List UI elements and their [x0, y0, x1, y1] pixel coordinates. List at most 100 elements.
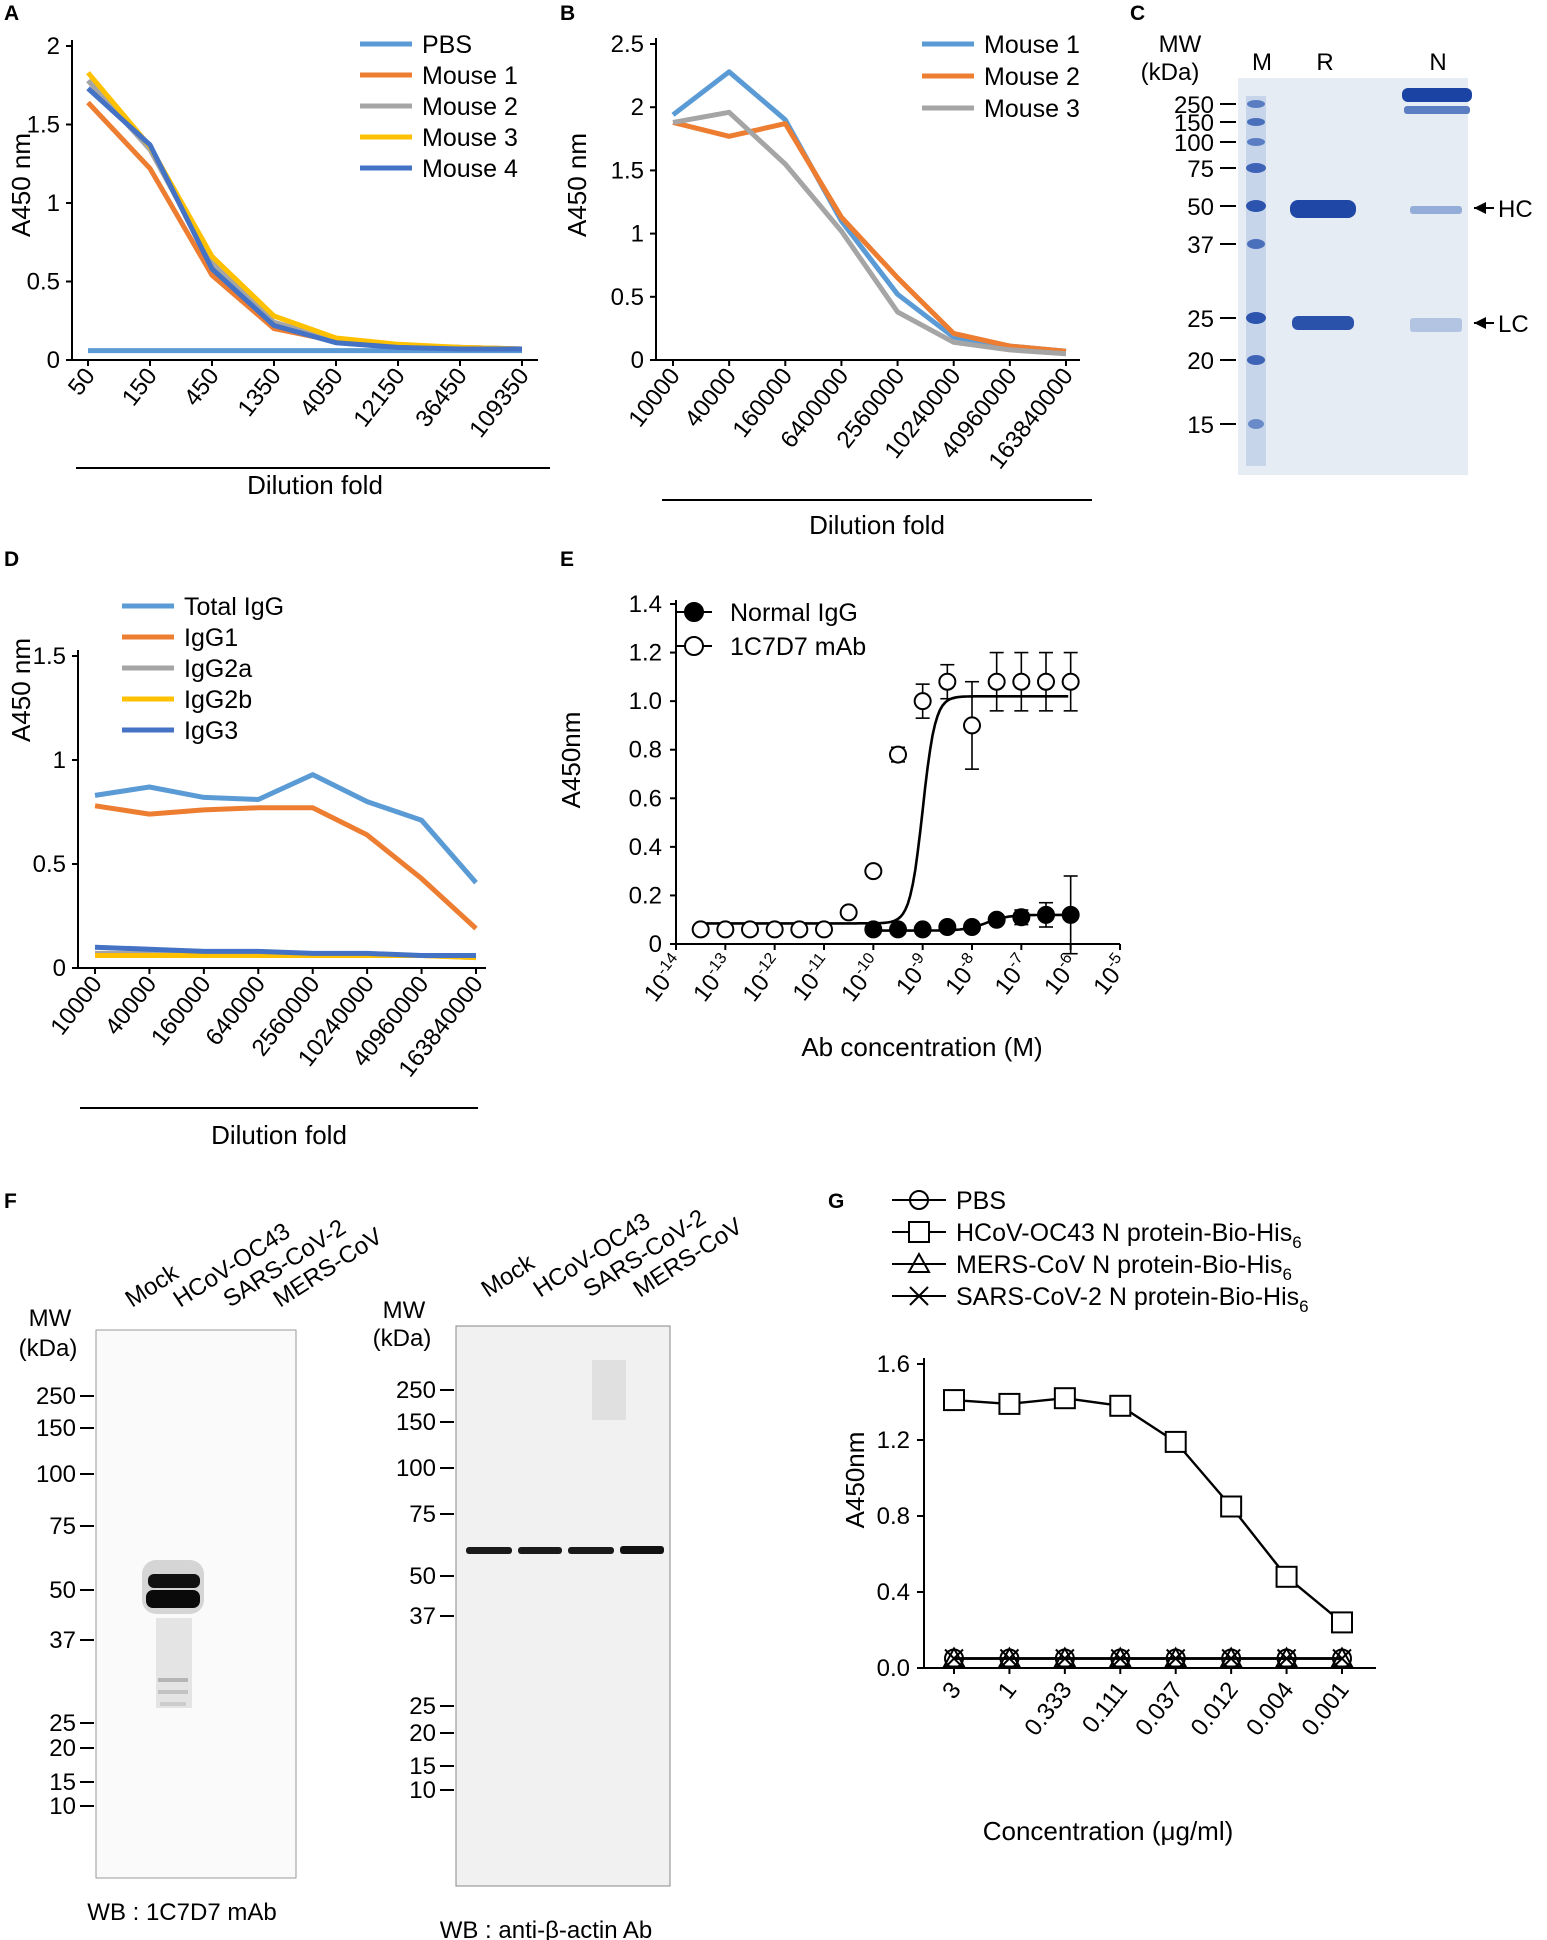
mw-marker-label: 15: [49, 1769, 76, 1796]
x-tick-label: 50: [63, 363, 101, 401]
x-tick-label: 10-13: [687, 950, 741, 1007]
marker-x: [909, 1286, 929, 1306]
panel-d-x-ticks: 1000040000160000640000256000010240000409…: [45, 967, 489, 1082]
x-tick-label: 10-6: [1037, 950, 1085, 1000]
panel-e-xlabel: Ab concentration (M): [801, 1032, 1042, 1062]
data-point: [913, 692, 932, 711]
legend-label: Total IgG: [184, 593, 284, 621]
blot1-minor-band: [158, 1678, 188, 1682]
panel-c-bands: [1246, 88, 1472, 466]
mw-marker-label: 100: [1174, 130, 1214, 157]
panel-c-hc-arrow: HC: [1474, 196, 1533, 223]
data-point: [963, 716, 981, 735]
marker-x: [1221, 1648, 1241, 1669]
x-tick-label: 36450: [410, 363, 472, 432]
ladder-band: [1247, 239, 1265, 249]
panel-e-fit-curves: [700, 695, 1069, 932]
blot1-minor-band: [160, 1702, 186, 1706]
panel-c-lc-label: LC: [1498, 311, 1529, 338]
panel-a-y-ticks: 0 0.5 1 1.5 2: [27, 33, 73, 374]
panel-e-letter: E: [560, 548, 574, 571]
panel-c-hc-band: [1290, 200, 1356, 218]
legend-label: Mouse 3: [422, 124, 518, 152]
panel-c-gel: [1238, 78, 1468, 475]
x-tick-label: 4050: [295, 363, 349, 422]
panel-b: B A450 nm 0 0.5 1 1.5 2 2.5 10000400001600006…: [560, 2, 1092, 540]
data-point: [1061, 905, 1080, 924]
x-tick-label: 1350: [233, 363, 287, 422]
y-tick-label: 0.5: [27, 269, 60, 296]
x-tick-label: 10-10: [835, 950, 889, 1007]
mw-marker-label: 37: [49, 1627, 76, 1654]
panel-f-blot1-mw-unit: (kDa): [19, 1335, 78, 1362]
legend-label: Mouse 2: [422, 93, 518, 121]
panel-c-lane-n: N: [1429, 49, 1446, 76]
mw-marker-label: 10: [409, 1777, 436, 1804]
panel-d-ylabel: A450 nm: [6, 638, 36, 742]
x-tick-label: 12150: [348, 363, 410, 432]
y-tick-label: 0: [631, 347, 644, 374]
y-tick-label: 0.8: [877, 1503, 910, 1530]
y-tick-label: 0: [649, 931, 662, 958]
panel-c-lane-m: M: [1252, 49, 1272, 76]
data-point: [741, 920, 759, 939]
mw-marker-label: 100: [36, 1461, 76, 1488]
x-tick-label: 10-8: [939, 950, 987, 1000]
marker-x: [1332, 1648, 1352, 1669]
legend-label: 1C7D7 mAb: [730, 633, 866, 661]
marker-circle: [909, 1190, 929, 1210]
legend-label: IgG3: [184, 717, 238, 745]
panel-f-blot2-mw-title: MW: [383, 1297, 426, 1324]
data-point: [765, 920, 784, 939]
y-tick-label: 1.6: [877, 1351, 910, 1378]
legend-label: PBS: [422, 31, 472, 59]
panel-f-blot2-caption: WB : anti-β-actin Ab: [440, 1917, 653, 1940]
legend-label: SARS-CoV-2 N protein-Bio-His6: [956, 1283, 1309, 1316]
panel-f-blot1-bands: [142, 1560, 204, 1708]
x-tick-label: 0.111: [1077, 1677, 1133, 1738]
data-point: [716, 920, 735, 939]
data-point: [1037, 672, 1055, 691]
legend-label: Normal IgG: [730, 599, 858, 627]
y-tick-label: 0.5: [611, 284, 644, 311]
x-tick-label: 450: [179, 363, 225, 411]
blot2-actin-band-sars2: [568, 1547, 614, 1554]
blot2-actin-band-mock: [466, 1547, 512, 1554]
y-tick-label: 2.5: [611, 31, 644, 58]
marker-x: [1276, 1648, 1297, 1669]
panel-f-blot2-mw-unit: (kDa): [373, 1325, 432, 1352]
panel-c-ladder-lane: [1246, 96, 1266, 466]
mw-marker-label: 37: [1187, 232, 1214, 259]
x-tick-label: 0.004: [1241, 1677, 1299, 1741]
marker-square: [998, 1392, 1021, 1415]
data-point: [938, 672, 957, 691]
ladder-band: [1247, 138, 1265, 146]
fit-curve-1c7d7: [700, 695, 1069, 925]
x-tick-label: 3: [937, 1677, 967, 1704]
y-tick-label: 0: [53, 955, 66, 982]
legend-label: Mouse 1: [422, 62, 518, 90]
y-tick-label: 0.6: [629, 785, 662, 812]
data-point: [987, 672, 1006, 691]
x-tick-label: 10-11: [786, 950, 839, 1006]
y-tick-label: 0.2: [629, 882, 662, 909]
panel-g-ylabel: A450nm: [840, 1432, 870, 1529]
panel-b-legend: Mouse 1 Mouse 2 Mouse 3: [922, 31, 1080, 123]
y-tick-label: 2: [631, 94, 644, 121]
panel-e: E A450nm 00.20.40.60.81.01.21.410-1410-1…: [556, 548, 1126, 1062]
data-point: [1012, 908, 1031, 927]
legend-label: Mouse 3: [984, 95, 1080, 123]
y-tick-label: 1.5: [27, 112, 60, 139]
ladder-band: [1247, 355, 1265, 365]
panel-c-lc-arrow: LC: [1474, 311, 1529, 338]
panel-c-lc-band: [1292, 316, 1354, 330]
legend-label: Mouse 1: [984, 31, 1080, 59]
marker-x: [1110, 1648, 1130, 1669]
mw-marker-label: 20: [1187, 348, 1214, 375]
